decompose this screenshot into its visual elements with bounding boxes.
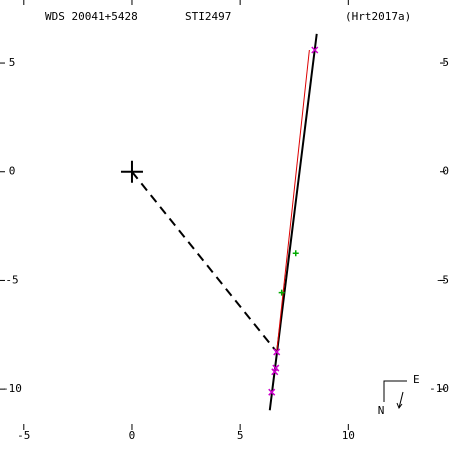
- compass: [383, 380, 407, 410]
- x-tick-label: 5: [237, 429, 244, 442]
- measurement: [273, 348, 281, 356]
- x-tick-label: 10: [342, 429, 355, 442]
- node-line: [131, 171, 278, 353]
- header-name: STI2497: [185, 10, 231, 23]
- header-id: WDS 20041+5428: [45, 10, 138, 23]
- y-tick-label-right: 5: [442, 56, 449, 69]
- y-tick-label: 5: [9, 56, 16, 69]
- x-tick-label: -5: [17, 429, 30, 442]
- compass-arrowhead: [396, 402, 403, 410]
- measurement: [271, 368, 279, 376]
- y-tick-label: -10: [2, 382, 22, 395]
- measurement: [268, 388, 276, 396]
- compass-east: E: [413, 373, 420, 386]
- x-tick-label: 0: [129, 429, 136, 442]
- primary-star: [120, 160, 143, 183]
- compass-axes: [383, 380, 407, 402]
- measurement: [311, 46, 319, 54]
- y-tick-label-right: 0: [442, 165, 449, 178]
- compass-north: N: [378, 404, 385, 417]
- measurement: [278, 289, 285, 296]
- header-ref: (Hrt2017a): [345, 10, 411, 23]
- y-tick-label-right: -10: [429, 382, 449, 395]
- compass-arrow: [398, 391, 404, 409]
- y-tick-label-right: -5: [436, 273, 449, 286]
- orbit-line: [276, 49, 310, 353]
- measurement: [292, 250, 299, 257]
- y-tick-label: -5: [5, 273, 18, 286]
- y-tick-label: 0: [9, 165, 16, 178]
